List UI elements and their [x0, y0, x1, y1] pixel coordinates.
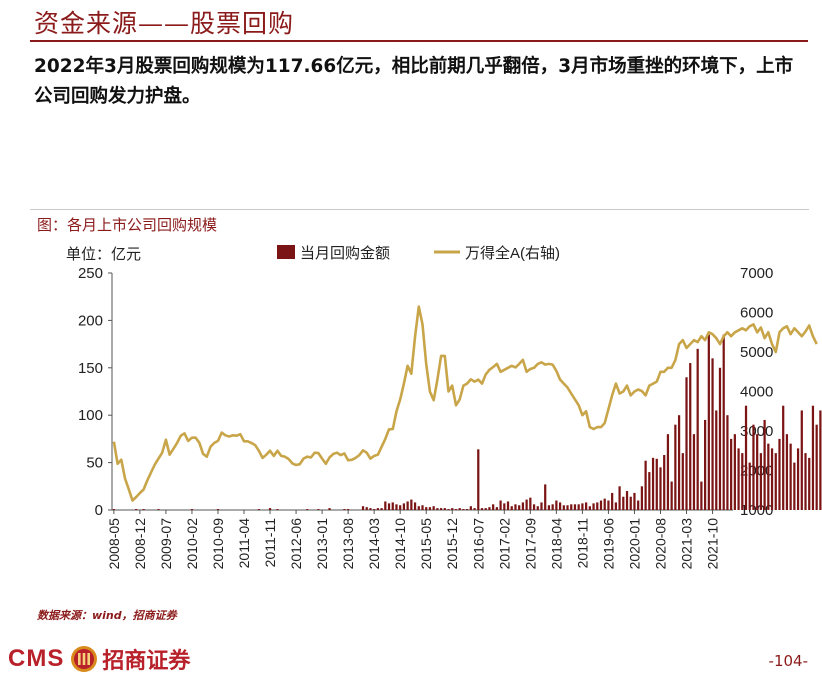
- bar: [819, 410, 822, 510]
- title-divider: [30, 40, 808, 42]
- figure-caption: 图：各月上市公司回购规模: [37, 216, 218, 234]
- brand-emblem-icon: [71, 646, 98, 672]
- summary-text: 2022年3月股票回购规模为117.66亿元，相比前期几乎翻倍，3月市场重挫的环…: [34, 56, 794, 107]
- bar: [815, 424, 818, 510]
- figure-box: [30, 209, 809, 592]
- page-title: 资金来源——股票回购: [34, 9, 295, 38]
- brand-logo: CMS 招商证券: [8, 643, 190, 675]
- data-source: 数据来源：wind，招商证券: [37, 609, 177, 622]
- brand-latin: CMS: [8, 645, 65, 672]
- page-number: -104-: [768, 652, 808, 670]
- bar: [811, 405, 815, 510]
- brand-chinese: 招商证券: [102, 648, 191, 674]
